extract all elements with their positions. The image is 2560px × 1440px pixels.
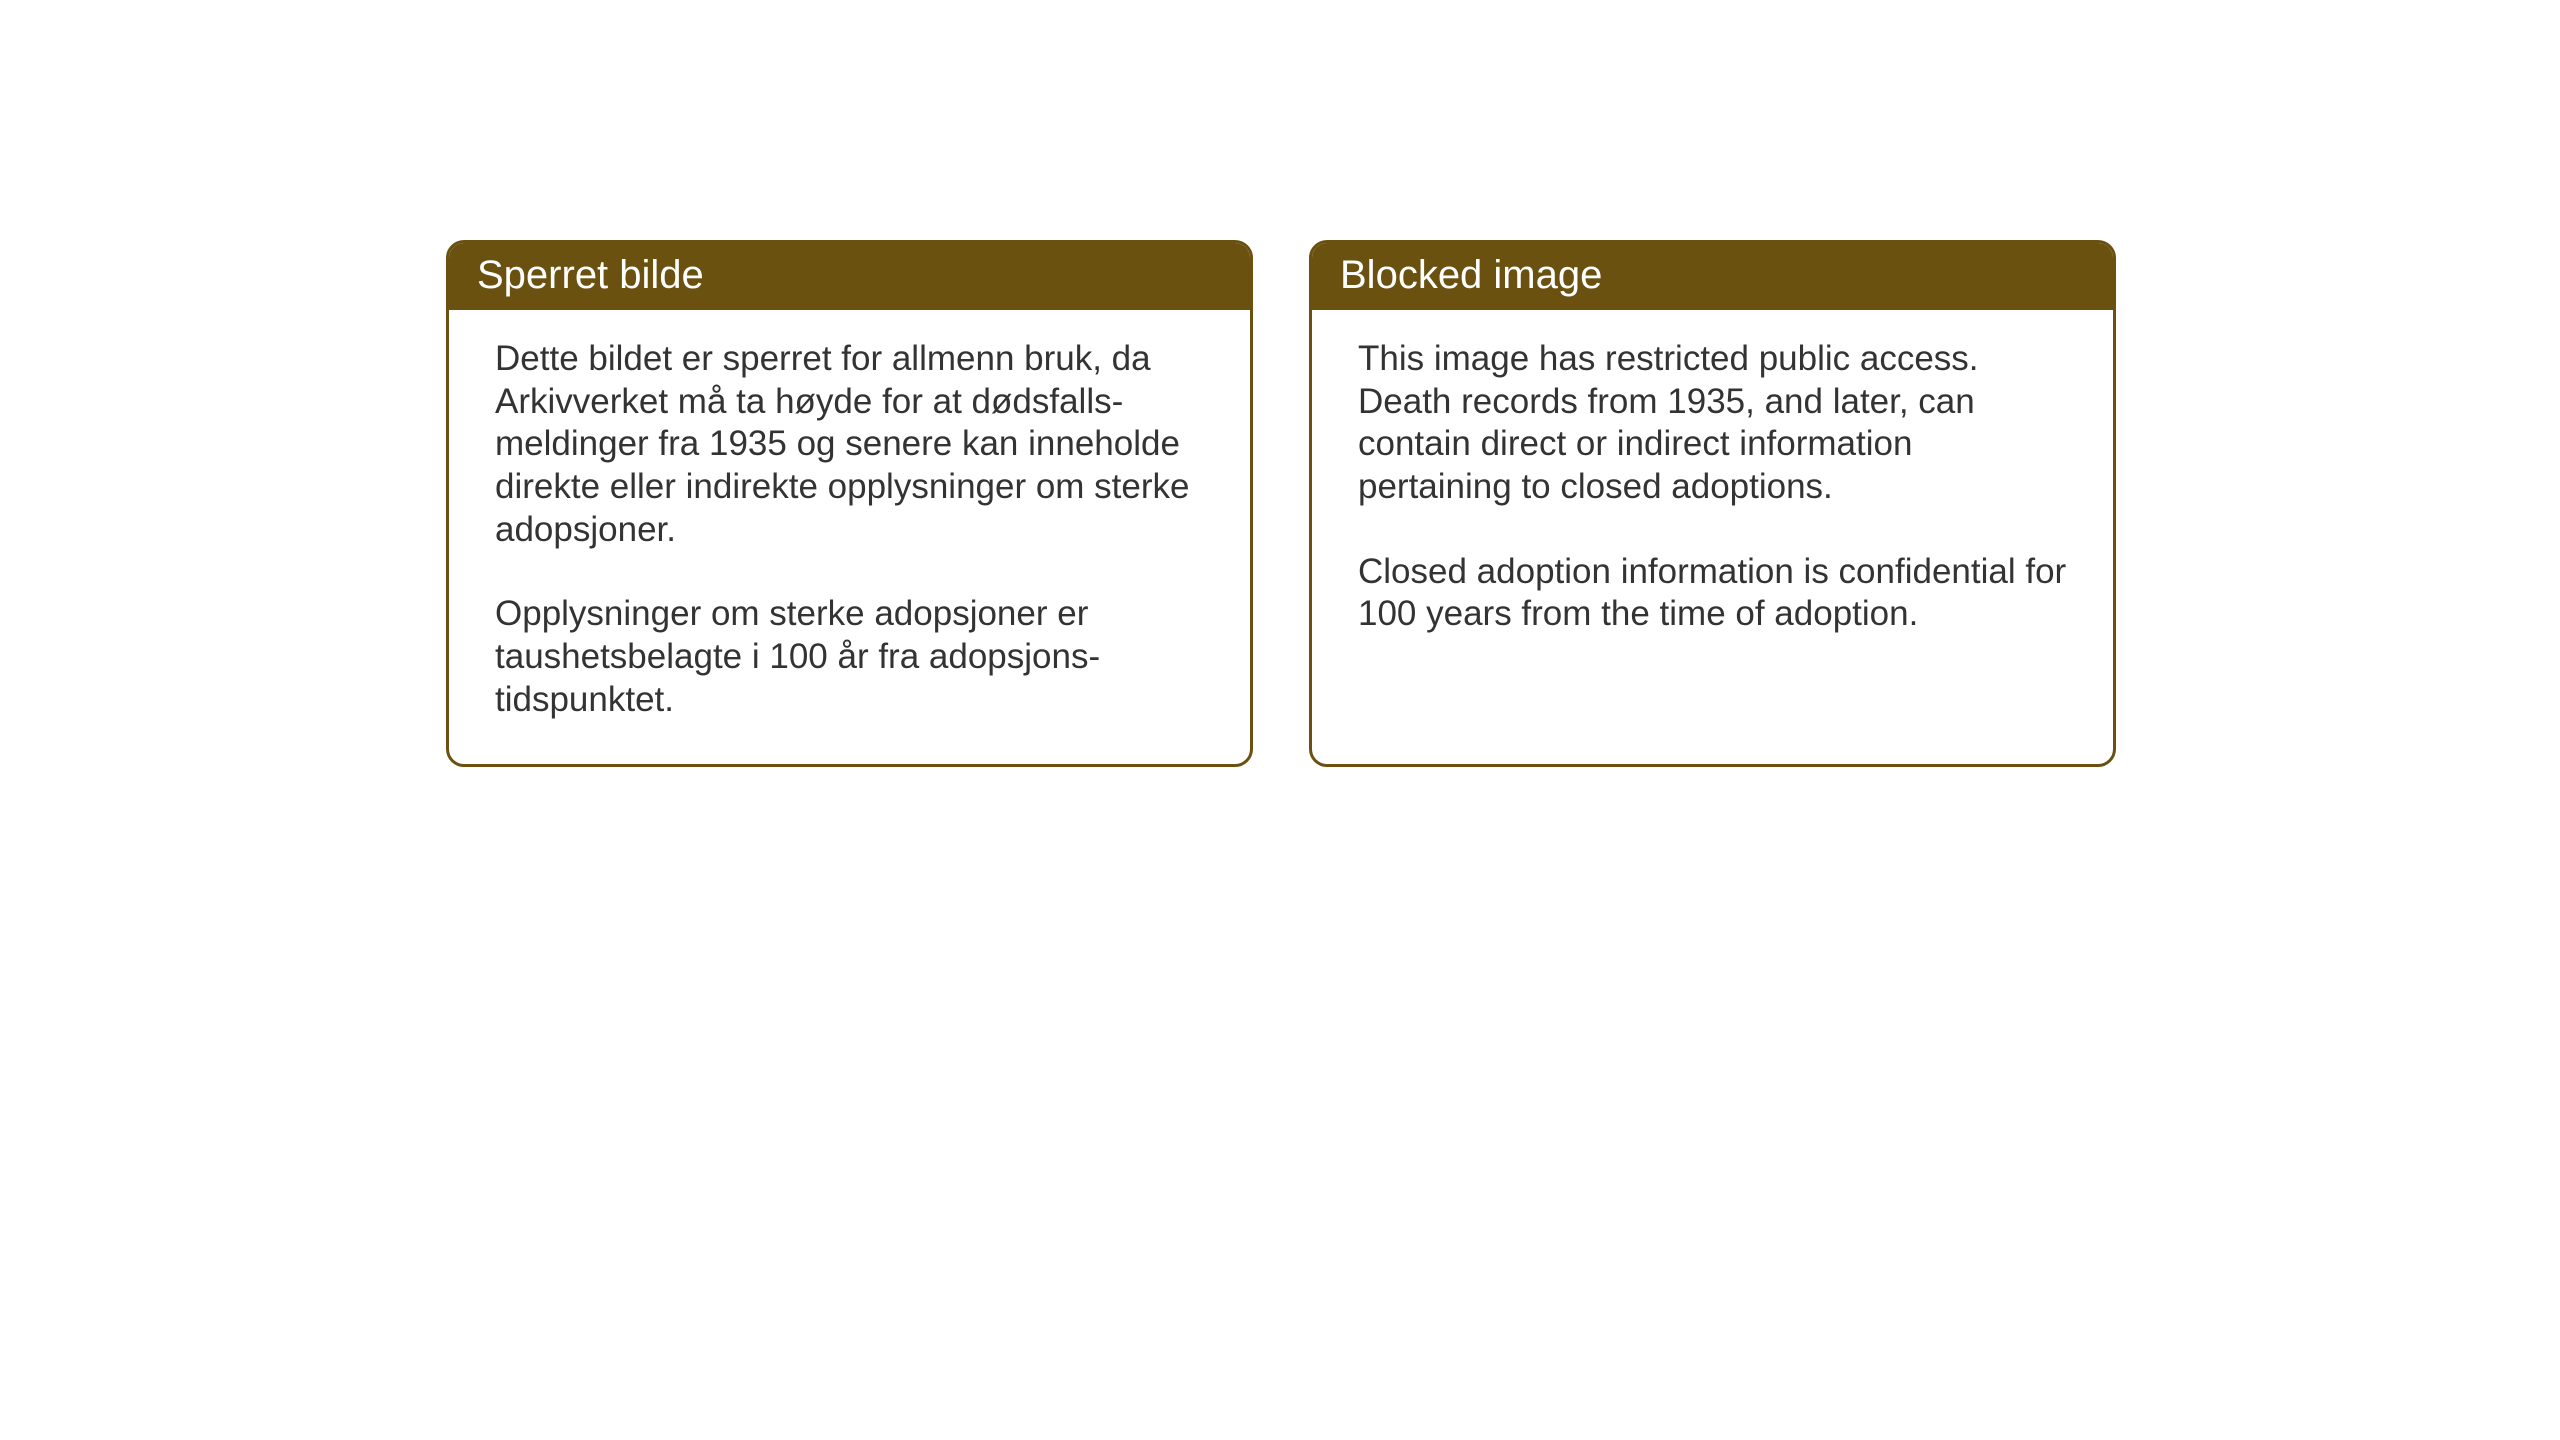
card-body-english: This image has restricted public access.… [1312,310,2113,678]
card-title-norwegian: Sperret bilde [477,253,704,297]
card-paragraph-1-norwegian: Dette bildet er sperret for allmenn bruk… [495,338,1204,551]
card-paragraph-2-norwegian: Opplysninger om sterke adopsjoner er tau… [495,593,1204,721]
notice-card-norwegian: Sperret bilde Dette bildet er sperret fo… [446,240,1253,767]
notice-cards-container: Sperret bilde Dette bildet er sperret fo… [446,240,2116,767]
card-header-english: Blocked image [1312,243,2113,310]
card-paragraph-1-english: This image has restricted public access.… [1358,338,2067,509]
notice-card-english: Blocked image This image has restricted … [1309,240,2116,767]
card-header-norwegian: Sperret bilde [449,243,1250,310]
card-title-english: Blocked image [1340,253,1602,297]
card-paragraph-2-english: Closed adoption information is confident… [1358,551,2067,636]
card-body-norwegian: Dette bildet er sperret for allmenn bruk… [449,310,1250,764]
